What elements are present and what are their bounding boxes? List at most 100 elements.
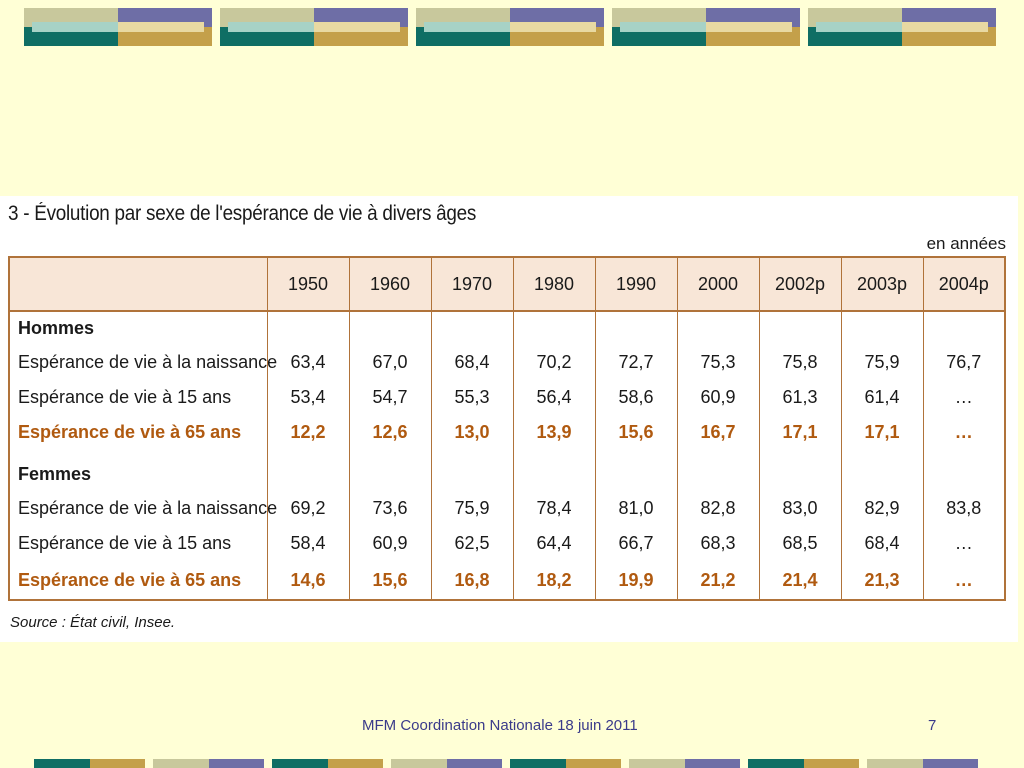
empty-cell [348,458,431,491]
value-cell: 58,6 [594,380,677,415]
value-cell: 62,5 [430,526,513,561]
value-cell: 16,7 [676,415,759,450]
row-label: Espérance de vie à la naissance [8,491,277,526]
empty-cell [266,458,349,491]
empty-cell [758,458,841,491]
empty-cell [266,311,349,345]
value-cell: 61,3 [758,380,841,415]
table-title: 3 - Évolution par sexe de l'espérance de… [8,202,477,225]
value-cell: 76,7 [922,345,1006,380]
decorative-strip [272,759,383,768]
value-cell: 68,5 [758,526,841,561]
value-cell: 83,0 [758,491,841,526]
empty-cell [430,311,513,345]
group-label: Hommes [8,311,267,345]
value-cell: 19,9 [594,561,677,601]
value-cell: 21,3 [840,561,923,601]
empty-cell [840,458,923,491]
year-header: 1960 [348,256,431,312]
group-label: Femmes [8,458,267,491]
year-header: 2004p [922,256,1006,312]
empty-cell [594,458,677,491]
table-row: Espérance de vie à 65 ans 12,2 12,6 13,0 13,… [8,415,1006,450]
table-row: Espérance de vie à 15 ans 58,4 60,9 62,5 64,… [8,526,1006,561]
decorative-block [24,8,212,46]
empty-cell [922,458,1006,491]
decorative-block [220,8,408,46]
empty-cell [676,311,759,345]
row-label: Espérance de vie à 15 ans [8,526,267,561]
year-header: 2003p [840,256,923,312]
empty-cell [430,458,513,491]
table-panel: 3 - Évolution par sexe de l'espérance de… [0,196,1018,642]
value-cell: 75,3 [676,345,759,380]
value-cell: … [922,561,1006,601]
value-cell: … [922,415,1006,450]
value-cell: … [922,380,1006,415]
decorative-block [416,8,604,46]
decorative-strip [391,759,502,768]
value-cell: 67,0 [348,345,431,380]
empty-cell [676,458,759,491]
source-note: Source : État civil, Insee. [10,614,176,631]
life-expectancy-table: 1950 1960 1970 1980 1990 2000 2002p 2003p 2004p … [8,256,1006,601]
unit-label: en années [926,234,1006,253]
table-row: Espérance de vie à 65 ans 14,6 15,6 16,8 18,… [8,561,1006,601]
value-cell: 18,2 [512,561,595,601]
empty-cell [676,450,759,458]
table-row: Espérance de vie à la naissance 63,4 67,0 6… [8,345,1006,380]
value-cell: 13,0 [430,415,513,450]
empty-cell [594,450,677,458]
header-empty-cell [8,256,267,312]
value-cell: 12,2 [266,415,349,450]
value-cell: 81,0 [594,491,677,526]
value-cell: 17,1 [758,415,841,450]
value-cell: 14,6 [266,561,349,601]
top-decorative-band [24,8,996,46]
decorative-block [808,8,996,46]
value-cell: 60,9 [676,380,759,415]
empty-cell [922,311,1006,345]
page-number: 7 [928,717,937,734]
value-cell: … [922,526,1006,561]
value-cell: 68,3 [676,526,759,561]
empty-cell [758,450,841,458]
value-cell: 58,4 [266,526,349,561]
decorative-strip [510,759,621,768]
table-row: Espérance de vie à 15 ans 53,4 54,7 55,3 56,… [8,380,1006,415]
value-cell: 15,6 [594,415,677,450]
decorative-strip [629,759,740,768]
empty-cell [8,450,267,458]
empty-cell [922,450,1006,458]
value-cell: 75,8 [758,345,841,380]
empty-cell [840,450,923,458]
value-cell: 21,4 [758,561,841,601]
value-cell: 16,8 [430,561,513,601]
empty-cell [512,311,595,345]
year-header: 1950 [266,256,349,312]
value-cell: 60,9 [348,526,431,561]
value-cell: 69,2 [266,491,349,526]
empty-cell [348,311,431,345]
value-cell: 66,7 [594,526,677,561]
value-cell: 72,7 [594,345,677,380]
value-cell: 75,9 [430,491,513,526]
decorative-strip [34,759,145,768]
value-cell: 61,4 [840,380,923,415]
value-cell: 12,6 [348,415,431,450]
year-header: 2000 [676,256,759,312]
group-row: Femmes [8,458,1006,491]
year-header: 1970 [430,256,513,312]
value-cell: 75,9 [840,345,923,380]
row-label: Espérance de vie à 15 ans [8,380,267,415]
decorative-block [612,8,800,46]
empty-cell [512,458,595,491]
value-cell: 63,4 [266,345,349,380]
value-cell: 55,3 [430,380,513,415]
value-cell: 53,4 [266,380,349,415]
value-cell: 54,7 [348,380,431,415]
year-header: 2002p [758,256,841,312]
year-header: 1990 [594,256,677,312]
decorative-strip [153,759,264,768]
row-label: Espérance de vie à 65 ans [8,415,267,450]
